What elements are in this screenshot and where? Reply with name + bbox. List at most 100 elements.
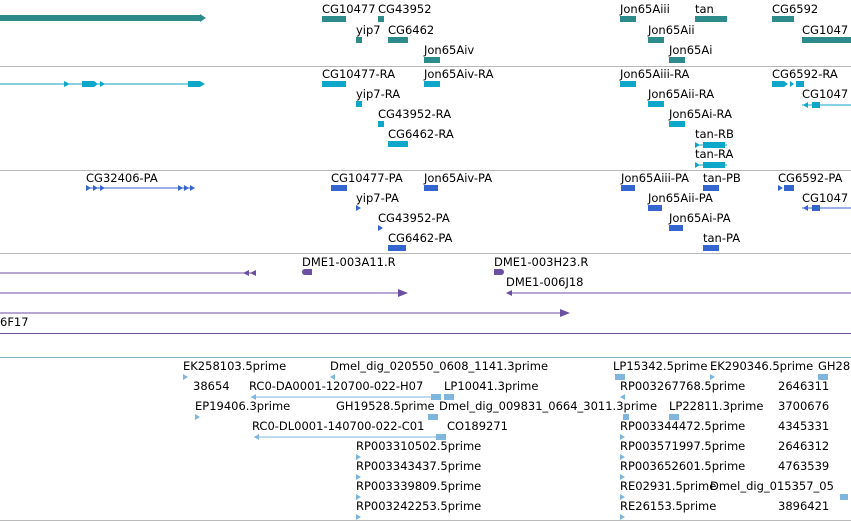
protein-feature[interactable] — [331, 185, 347, 191]
est-label[interactable]: RP003242253.5prime — [356, 499, 482, 513]
est-feature[interactable] — [615, 374, 625, 380]
est-label[interactable]: RC0-DA0001-120700-022-H07 — [249, 379, 424, 393]
est-label[interactable]: 38654 — [193, 379, 230, 393]
est-feature[interactable] — [620, 514, 625, 520]
protein-feature[interactable] — [388, 245, 406, 251]
gene-label[interactable]: CG6462 — [388, 23, 435, 37]
est-feature[interactable] — [444, 394, 454, 400]
gene-label[interactable]: yip7 — [356, 23, 381, 37]
est-feature[interactable] — [669, 414, 679, 420]
protein-feature[interactable] — [669, 225, 683, 231]
est-label[interactable]: Dmel_dig_015357_05 — [710, 479, 834, 493]
clone-label[interactable]: DME1-003A11.R — [302, 255, 396, 269]
clone-feature[interactable] — [0, 333, 851, 334]
transcript-feature[interactable] — [356, 101, 362, 107]
protein-feature[interactable] — [356, 205, 361, 211]
est-feature[interactable] — [252, 433, 448, 441]
transcript-label[interactable]: tan-RB — [695, 127, 734, 141]
est-feature[interactable] — [620, 454, 625, 460]
est-feature[interactable] — [710, 374, 715, 380]
est-label[interactable]: 2646311 — [778, 379, 830, 393]
est-feature[interactable] — [249, 393, 444, 401]
est-label[interactable]: RP003339809.5prime — [356, 479, 482, 493]
est-feature[interactable] — [183, 374, 188, 380]
gene-feature[interactable] — [620, 16, 636, 22]
clone-feature[interactable] — [504, 288, 851, 298]
gene-label[interactable]: CG43952 — [378, 2, 432, 16]
gene-feature[interactable] — [695, 16, 727, 22]
protein-label[interactable]: CG32406-PA — [86, 171, 158, 185]
gene-label[interactable]: CG6592 — [772, 2, 819, 16]
transcript-label[interactable]: Jon65Aii-RA — [648, 87, 715, 101]
transcript-label[interactable]: Jon65Aiv-RA — [424, 67, 494, 81]
transcript-feature[interactable] — [669, 121, 685, 127]
transcript-label[interactable]: CG43952-RA — [378, 107, 452, 121]
est-label[interactable]: RE02931.5prime — [620, 479, 717, 493]
est-feature[interactable] — [620, 494, 625, 500]
transcript-feature[interactable] — [424, 81, 440, 87]
est-feature[interactable] — [356, 494, 361, 500]
transcript-label[interactable]: CG6462-RA — [388, 127, 454, 141]
gene-label[interactable]: CG10477 — [322, 2, 376, 16]
gene-feature[interactable] — [802, 37, 851, 43]
est-label[interactable]: Dmel_dig_020550_0608_1141.3prime — [330, 359, 549, 373]
est-label[interactable]: EK258103.5prime — [183, 359, 287, 373]
clone-label[interactable]: 6F17 — [0, 315, 29, 329]
clone-label[interactable]: DME1-003H23.R — [494, 255, 589, 269]
protein-label[interactable]: CG6462-PA — [388, 231, 453, 245]
est-feature[interactable] — [623, 414, 629, 420]
gene-feature[interactable] — [669, 57, 685, 63]
est-label[interactable]: RP003267768.5prime — [620, 379, 746, 393]
est-label[interactable]: EP19406.3prime — [195, 399, 291, 413]
clone-feature[interactable] — [494, 269, 504, 275]
est-feature[interactable] — [840, 494, 848, 500]
protein-feature[interactable] — [703, 245, 719, 251]
protein-label[interactable]: CG6592-PA — [778, 171, 843, 185]
transcript-feature[interactable] — [802, 101, 851, 109]
gene-feature[interactable] — [388, 37, 408, 43]
gene-feature[interactable] — [648, 37, 664, 43]
transcript-label[interactable]: CG6592-RA — [772, 67, 838, 81]
est-label[interactable]: LP10041.3prime — [444, 379, 539, 393]
gene-label[interactable]: Jon65Aiv — [424, 43, 475, 57]
gene-label[interactable]: Jon65Aii — [648, 23, 695, 37]
est-label[interactable]: GH19528.5prime — [336, 399, 435, 413]
est-feature[interactable] — [195, 414, 200, 420]
est-label[interactable]: RP003571997.5prime — [620, 439, 746, 453]
protein-label[interactable]: yip7-PA — [356, 191, 399, 205]
gene-label[interactable]: CG1047 — [802, 23, 849, 37]
transcript-feature[interactable] — [695, 141, 729, 149]
est-label[interactable]: RP003343437.5prime — [356, 459, 482, 473]
protein-label[interactable]: Jon65Aii-PA — [648, 191, 713, 205]
est-feature[interactable] — [818, 374, 828, 380]
protein-label[interactable]: tan-PB — [703, 171, 741, 185]
est-label[interactable]: CO189271 — [447, 419, 508, 433]
transcript-label[interactable]: CG10477-RA — [322, 67, 396, 81]
est-label[interactable]: 4763539 — [778, 459, 830, 473]
transcript-label[interactable]: Jon65Aiii-RA — [620, 67, 690, 81]
gene-feature[interactable] — [322, 16, 346, 22]
est-label[interactable]: Dmel_dig_009831_0664_3011.3prime — [439, 399, 658, 413]
clone-feature[interactable] — [0, 288, 410, 298]
est-label[interactable]: RP003652601.5prime — [620, 459, 746, 473]
transcript-feature[interactable] — [695, 161, 729, 169]
transcript-label[interactable]: CG1047 — [802, 87, 849, 101]
est-label[interactable]: GH28 — [818, 359, 851, 373]
transcript-label[interactable]: yip7-RA — [356, 87, 401, 101]
protein-label[interactable]: Jon65Aiii-PA — [621, 171, 690, 185]
protein-feature[interactable] — [648, 205, 662, 211]
est-label[interactable]: 2646312 — [778, 439, 830, 453]
gene-feature[interactable] — [772, 16, 794, 22]
clone-feature[interactable] — [302, 269, 312, 275]
est-label[interactable]: 4345331 — [778, 419, 830, 433]
protein-feature[interactable] — [802, 204, 851, 212]
est-feature[interactable] — [356, 474, 361, 480]
gene-feature-bar[interactable] — [0, 15, 200, 21]
est-label[interactable]: RE26153.5prime — [620, 499, 717, 513]
est-feature[interactable] — [428, 414, 438, 420]
est-feature[interactable] — [356, 454, 361, 460]
est-label[interactable]: EK290346.5prime — [710, 359, 814, 373]
protein-feature[interactable] — [778, 184, 802, 192]
gene-label[interactable]: tan — [695, 2, 714, 16]
protein-feature[interactable] — [703, 185, 719, 191]
